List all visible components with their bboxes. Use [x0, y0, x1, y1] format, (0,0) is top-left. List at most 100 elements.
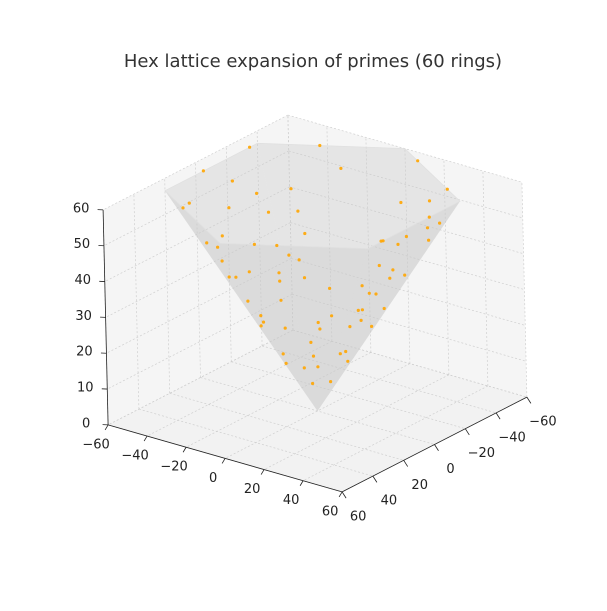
point	[227, 206, 230, 209]
point	[221, 259, 224, 262]
point	[248, 146, 251, 149]
x-tick-label: 40	[283, 493, 300, 508]
point	[330, 314, 333, 317]
point	[279, 299, 282, 302]
point	[311, 382, 314, 385]
point	[388, 277, 391, 280]
point	[391, 268, 394, 271]
point	[348, 325, 351, 328]
point	[287, 254, 290, 257]
point	[312, 355, 315, 358]
point	[278, 280, 281, 283]
point	[427, 239, 430, 242]
point	[316, 365, 319, 368]
point	[328, 287, 331, 290]
z-tick-label: 50	[74, 237, 91, 252]
point	[428, 199, 431, 202]
point	[428, 216, 431, 219]
point	[361, 308, 364, 311]
z-tick-label: 40	[74, 273, 91, 288]
z-tick-label: 20	[76, 345, 93, 360]
tick-mark	[496, 413, 500, 419]
point	[399, 201, 402, 204]
point	[259, 314, 262, 317]
point	[260, 324, 263, 327]
point	[253, 243, 256, 246]
tick-mark	[373, 476, 377, 482]
point	[368, 292, 371, 295]
point	[426, 226, 429, 229]
point	[374, 292, 377, 295]
point	[403, 274, 406, 277]
point	[181, 206, 184, 209]
tick-mark	[342, 492, 346, 498]
y-tick-label: 20	[411, 478, 428, 493]
point	[267, 211, 270, 214]
point	[318, 327, 321, 330]
point	[289, 187, 292, 190]
y-tick-label: 60	[350, 509, 367, 524]
point	[396, 243, 399, 246]
point	[248, 270, 251, 273]
point	[231, 179, 234, 182]
tick-mark	[183, 447, 186, 452]
point	[284, 327, 287, 330]
point	[416, 159, 419, 162]
tick-mark	[435, 445, 439, 451]
x-tick-label: −40	[121, 449, 148, 464]
point	[446, 188, 449, 191]
x-tick-label: −20	[160, 460, 187, 475]
point	[216, 246, 219, 249]
point	[405, 235, 408, 238]
y-tick-label: 40	[381, 494, 398, 509]
z-tick-label: 10	[77, 381, 94, 396]
point	[370, 325, 373, 328]
point	[188, 202, 191, 205]
z-tick-label: 0	[82, 416, 90, 431]
point	[382, 239, 385, 242]
tick-mark	[222, 458, 225, 463]
tick-mark	[261, 470, 264, 475]
point	[303, 276, 306, 279]
y-tick-label: 0	[446, 462, 454, 477]
point	[346, 360, 349, 363]
point	[303, 366, 306, 369]
tick-mark	[105, 425, 108, 430]
point	[296, 210, 299, 213]
point	[339, 167, 342, 170]
point	[309, 341, 312, 344]
y-tick-label: −20	[468, 446, 495, 461]
point	[339, 352, 342, 355]
point	[357, 309, 360, 312]
tick-mark	[144, 436, 147, 441]
tick-mark	[300, 481, 303, 486]
point	[246, 300, 249, 303]
point	[202, 169, 205, 172]
point	[234, 276, 237, 279]
x-tick-label: −60	[82, 437, 109, 452]
point	[228, 275, 231, 278]
tick-mark	[404, 460, 408, 466]
point	[205, 241, 208, 244]
point	[438, 222, 441, 225]
y-tick-label: −40	[498, 430, 525, 445]
point	[298, 258, 301, 261]
tick-mark	[527, 397, 531, 403]
point	[383, 307, 386, 310]
x-tick-label: 60	[322, 504, 339, 519]
point	[378, 264, 381, 267]
point	[361, 284, 364, 287]
x-tick-label: 0	[209, 471, 217, 486]
point	[285, 362, 288, 365]
point	[317, 321, 320, 324]
point	[275, 244, 278, 247]
point	[282, 352, 285, 355]
z-tick-label: 60	[73, 201, 90, 216]
y-tick-label: −60	[529, 415, 556, 430]
point	[221, 234, 224, 237]
chart-title: Hex lattice expansion of primes (60 ring…	[124, 51, 502, 72]
z-tick-label: 30	[75, 309, 92, 324]
point	[360, 319, 363, 322]
